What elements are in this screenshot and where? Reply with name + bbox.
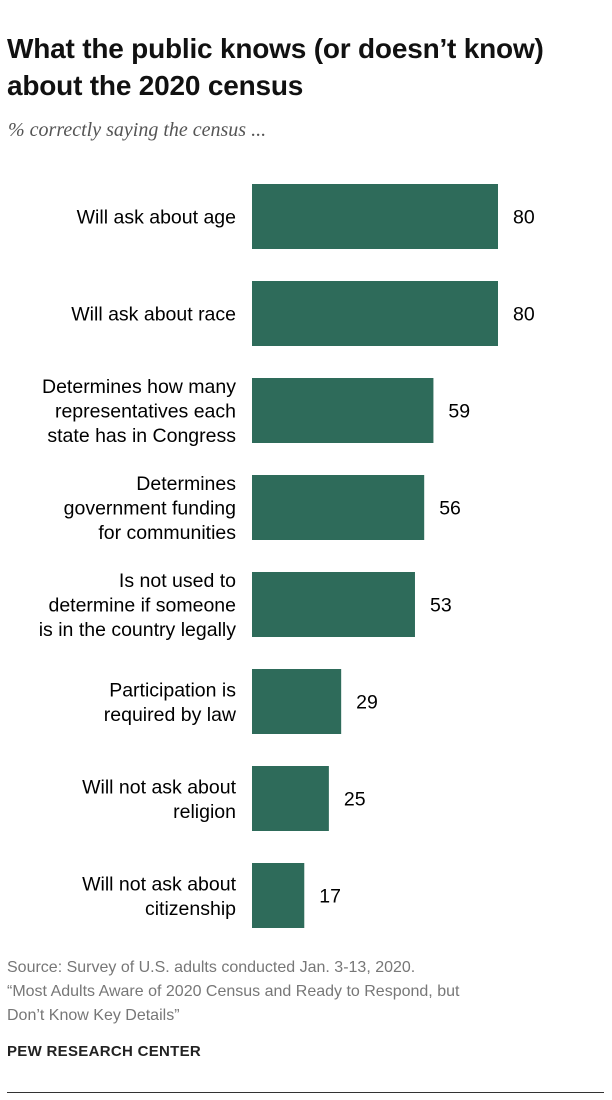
category-label-line: Determines how many [42,376,236,398]
bar-chart-svg: 80 Will ask about age 80 Will ask about rac… [39,184,535,928]
category-label-line: required by law [104,704,237,726]
bar-value-label: 25 [344,789,366,811]
category-label: Will not ask about citizenship [82,873,236,920]
bar-value-label: 80 [513,304,535,326]
category-label-line: Participation is [109,679,236,701]
bar-value-label: 29 [356,692,378,714]
category-label: Will ask about age [77,207,236,229]
bar [252,766,329,831]
bar-chart: 80 Will ask about age 80 Will ask about rac… [0,170,612,945]
bar [252,281,498,346]
category-label-line: Will not ask about [82,776,236,798]
category-label-line: is in the country legally [39,619,237,641]
report-title-line: “Most Adults Aware of 2020 Census and Re… [7,983,460,1000]
category-label: Will not ask about religion [82,776,236,823]
report-title-line: Don’t Know Key Details” [7,1007,180,1024]
bar [252,378,434,443]
category-label-line: Will not ask about [82,873,236,895]
category-label-line: Determines [136,473,236,495]
category-label-line: representatives each [55,401,236,423]
category-label-line: Will ask about age [77,207,236,229]
bar [252,669,342,734]
bar [252,475,425,540]
category-label: Determines how many representatives each s… [42,376,236,447]
category-label-line: citizenship [145,898,236,920]
category-label: Will ask about race [71,304,236,326]
chart-title: What the public knows (or doesn’t know) … [7,33,544,101]
category-label-line: determine if someone [48,595,236,617]
bar-value-label: 59 [448,401,470,423]
bar-value-label: 80 [513,207,535,229]
category-label-line: for communities [98,522,236,544]
bar [252,572,415,637]
category-label: Is not used to determine if someone is in … [39,570,237,641]
source-note: Source: Survey of U.S. adults conducted … [7,956,597,1028]
category-label-line: Is not used to [119,570,236,592]
category-label-line: state has in Congress [47,425,236,447]
bar [252,184,498,249]
bar [252,863,305,928]
category-label: Participation is required by law [104,679,237,726]
chart-subtitle: % correctly saying the census ... [8,119,267,141]
bar-value-label: 56 [439,498,461,520]
source-line: Source: Survey of U.S. adults conducted … [7,959,416,976]
category-label-line: religion [173,801,236,823]
category-label-line: Will ask about race [71,304,236,326]
category-label-line: government funding [64,498,236,520]
bar-value-label: 53 [430,595,452,617]
bar-value-label: 17 [319,886,341,908]
category-label: Determines government funding for communit… [64,473,237,544]
brand-logo-text: PEW RESEARCH CENTER [7,1043,202,1060]
bottom-divider [7,1092,604,1093]
